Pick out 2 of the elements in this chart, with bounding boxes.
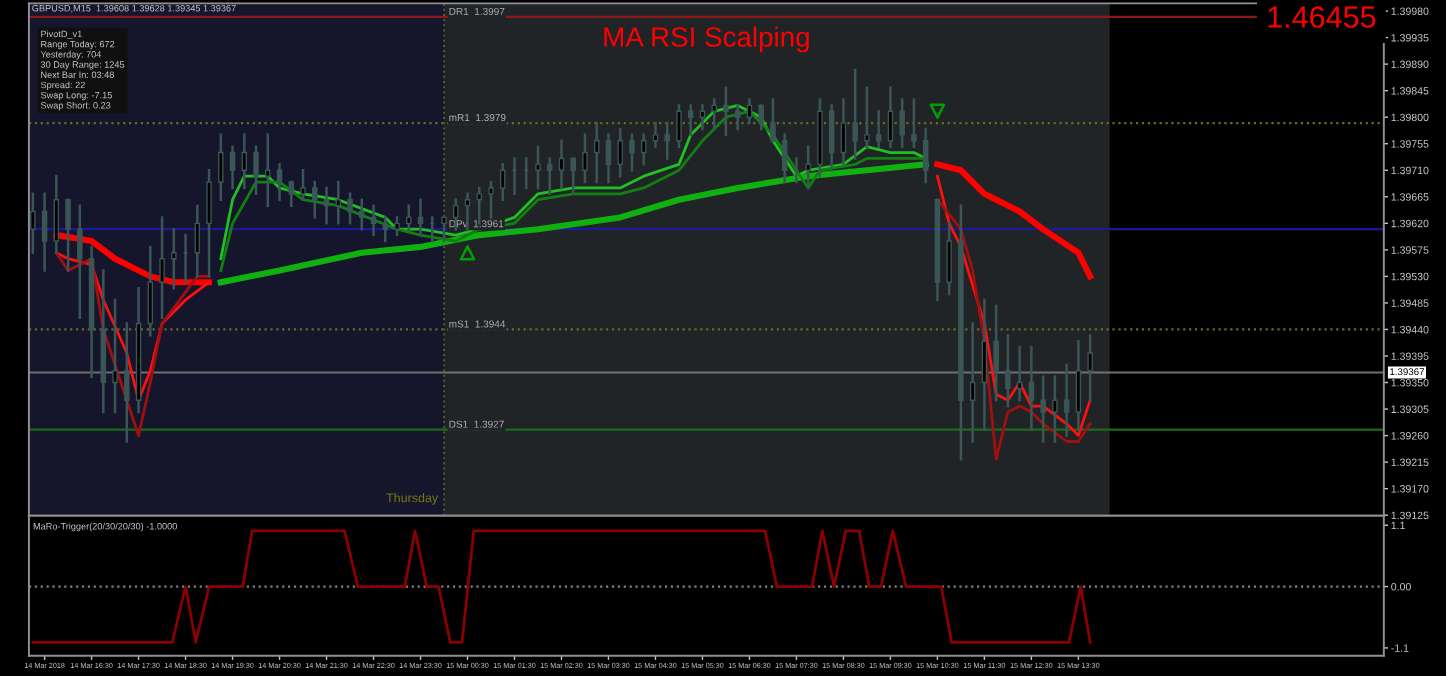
annotation: 1.46455 xyxy=(1268,6,1376,28)
text: MA RSI Scalping xyxy=(604,26,809,53)
